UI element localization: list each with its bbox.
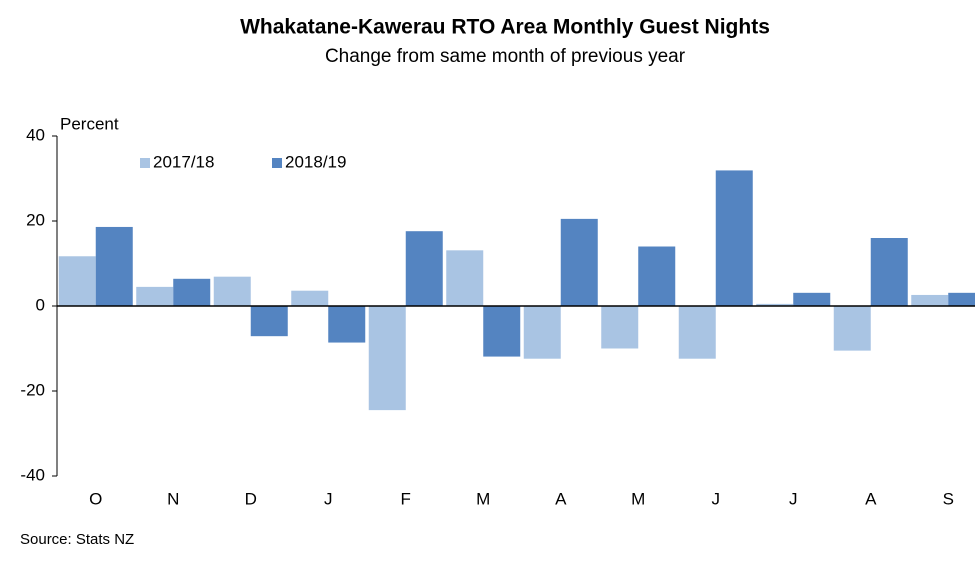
x-tick-label: M [476, 489, 490, 508]
y-tick-label: -40 [20, 465, 45, 484]
bar [911, 294, 949, 306]
bar [95, 226, 133, 306]
bar [715, 170, 753, 306]
bar [368, 306, 406, 411]
bar [213, 276, 251, 306]
bar [291, 290, 329, 306]
chart-subtitle: Change from same month of previous year [325, 46, 686, 67]
bar [638, 246, 676, 306]
x-tick-label: J [324, 489, 333, 508]
bar [948, 292, 975, 306]
legend-swatch [140, 158, 150, 168]
bar [58, 256, 96, 306]
x-tick-label: M [631, 489, 645, 508]
legend-label: 2017/18 [153, 152, 214, 171]
bar [870, 238, 908, 306]
y-tick-label: 20 [26, 210, 45, 229]
bar [250, 306, 288, 337]
bar [405, 231, 443, 306]
y-axis-label: Percent [60, 114, 119, 133]
x-tick-label: J [712, 489, 721, 508]
x-tick-label: A [555, 489, 567, 508]
y-tick-label: 40 [26, 125, 45, 144]
legend-label: 2018/19 [285, 152, 346, 171]
x-tick-label: S [943, 489, 954, 508]
bar [136, 286, 174, 306]
bar [328, 306, 366, 343]
chart-title: Whakatane-Kawerau RTO Area Monthly Guest… [240, 16, 770, 39]
y-tick-label: -20 [20, 380, 45, 399]
bar [173, 278, 211, 306]
x-tick-label: J [789, 489, 798, 508]
legend-swatch [272, 158, 282, 168]
bar [560, 218, 598, 306]
bar [523, 306, 561, 359]
bar [446, 250, 484, 306]
source: Source: Stats NZ [20, 531, 134, 548]
x-tick-label: A [865, 489, 877, 508]
y-tick-label: 0 [36, 295, 45, 314]
x-tick-label: N [167, 489, 179, 508]
bar [833, 306, 871, 351]
x-tick-label: F [401, 489, 411, 508]
bar [483, 306, 521, 357]
bar [793, 292, 831, 306]
x-tick-label: D [245, 489, 257, 508]
bar [756, 303, 794, 306]
bar [601, 306, 639, 349]
x-tick-label: O [89, 489, 102, 508]
bar [678, 306, 716, 359]
